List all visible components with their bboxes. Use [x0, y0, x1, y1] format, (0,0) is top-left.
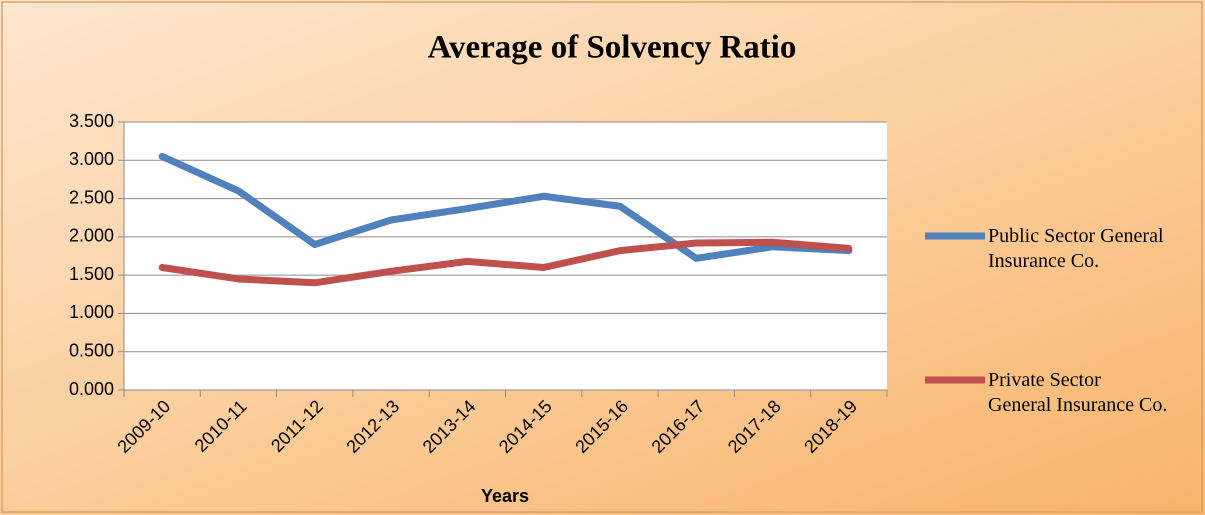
y-tick-label: 2.500 [69, 187, 114, 207]
x-tick-label: 2016-17 [648, 396, 709, 457]
y-tick-label: 3.000 [69, 149, 114, 169]
x-tick-label: 2010-11 [191, 396, 251, 456]
series-line [158, 152, 853, 262]
chart-title: Average of Solvency Ratio [428, 30, 797, 66]
y-tick-label: 1.500 [69, 264, 114, 284]
x-tick-label: 2017-18 [724, 396, 785, 457]
x-axis-title: Years [481, 486, 529, 506]
y-tick-label: 0.500 [69, 340, 114, 360]
x-tick-label: 2009-10 [113, 396, 174, 457]
plot-area [124, 122, 887, 390]
x-tick-label: 2013-14 [419, 396, 480, 457]
y-tick-label: 2.000 [69, 226, 114, 246]
series-line [158, 238, 853, 287]
y-tick-label: 3.500 [69, 111, 114, 131]
legend-label: Private Sector General Insurance Co. [988, 369, 1168, 416]
x-tick-label: 2011-12 [267, 396, 327, 456]
legend-label: Public Sector General Insurance Co. [988, 225, 1164, 272]
x-tick-label: 2018-19 [800, 396, 861, 457]
x-tick-label: 2015-16 [571, 396, 632, 457]
y-tick-label: 0.000 [69, 379, 114, 399]
x-tick-label: 2014-15 [495, 396, 556, 457]
x-tick-label: 2012-13 [342, 396, 403, 457]
y-tick-label: 1.000 [69, 302, 114, 322]
